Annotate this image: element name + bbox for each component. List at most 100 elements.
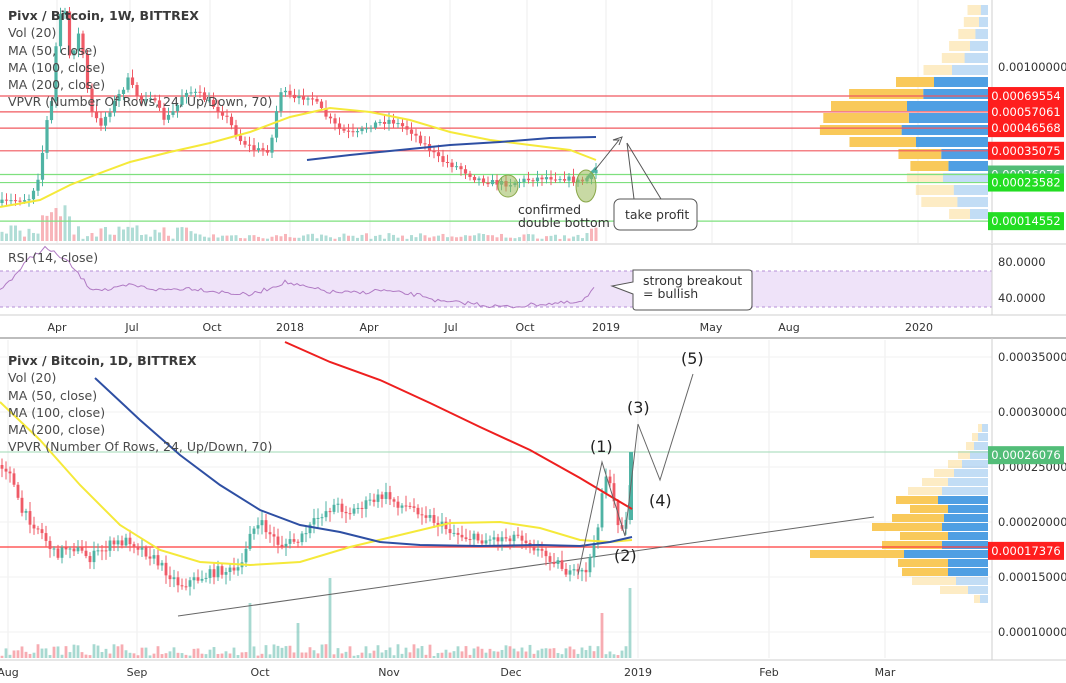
weekly-candle — [369, 127, 373, 129]
weekly-volume-bar — [90, 233, 94, 241]
weekly-candle — [54, 46, 58, 102]
daily-candle — [156, 555, 160, 566]
weekly-candle — [283, 90, 288, 93]
daily-volume-bar — [328, 578, 332, 658]
elliott-wave-path — [577, 373, 694, 576]
weekly-volume-bar — [297, 237, 301, 241]
daily-volume-bar — [200, 653, 204, 658]
daily-candle — [0, 465, 4, 469]
weekly-price-label: 0.00100000 — [998, 60, 1066, 74]
daily-volume-bar — [368, 653, 372, 658]
weekly-volume-bar — [248, 235, 251, 241]
daily-volume-bar — [392, 655, 396, 658]
daily-candle — [196, 577, 200, 581]
weekly-candle — [175, 104, 180, 112]
weekly-volume-bar — [486, 235, 490, 241]
daily-candle — [164, 562, 168, 576]
weekly-volume-bar — [495, 237, 499, 241]
weekly-candle — [58, 14, 63, 47]
weekly-vp-sell — [915, 185, 954, 195]
weekly-volume-bar — [270, 236, 274, 241]
daily-volume-bar — [436, 653, 440, 658]
weekly-candle — [121, 89, 126, 94]
daily-candle — [188, 580, 192, 587]
daily-volume-bar — [228, 653, 232, 658]
weekly-volume-bar — [459, 236, 463, 241]
weekly-price-tag-text-6: 0.00023582 — [991, 176, 1061, 190]
weekly-volume-bar — [306, 234, 310, 241]
daily-time-label-5: 2019 — [624, 666, 652, 679]
weekly-volume-bar — [59, 216, 62, 241]
weekly-candle — [337, 123, 342, 130]
weekly-volume-bar — [414, 237, 418, 241]
weekly-price-axis: 0.00100000 0.00069554 0.00057061 0.00046568… — [988, 60, 1066, 231]
daily-candle — [40, 529, 44, 534]
weekly-volume-bar — [464, 235, 467, 241]
daily-candle — [504, 537, 508, 539]
daily-candle — [76, 547, 80, 552]
daily-vp-buy — [948, 478, 988, 486]
weekly-vp-sell — [949, 209, 970, 219]
daily-candle — [468, 539, 472, 541]
daily-volume-bar — [496, 651, 500, 658]
daily-volume-bar — [324, 644, 328, 658]
daily-ma50-line — [0, 401, 633, 567]
weekly-candle — [472, 176, 477, 181]
weekly-volume-bar — [509, 237, 512, 241]
daily-candle — [384, 492, 388, 499]
daily-candle — [120, 540, 124, 546]
daily-volume-bar — [564, 648, 568, 658]
daily-volume-bar — [180, 653, 184, 658]
daily-candle — [364, 500, 368, 509]
daily-volume-bar — [584, 650, 588, 658]
weekly-candle — [531, 180, 535, 182]
daily-candle — [116, 540, 120, 545]
daily-volume-bar — [116, 646, 120, 658]
weekly-candle — [256, 148, 261, 151]
weekly-vp-buy — [975, 29, 988, 39]
weekly-volume-bar — [423, 235, 427, 241]
daily-candle — [72, 548, 76, 552]
rsi-panel: 80.0000 40.0000 strong breakout = bullis… — [0, 243, 1066, 315]
daily-candle — [500, 537, 504, 542]
weekly-candle — [198, 91, 202, 93]
weekly-volume-bar — [45, 215, 49, 241]
daily-candle — [56, 548, 60, 558]
daily-candle — [480, 540, 484, 544]
daily-candle — [132, 544, 136, 547]
weekly-candle — [436, 152, 441, 157]
rsi-line — [0, 245, 595, 309]
wave-3-label: (3) — [627, 398, 650, 417]
weekly-volume-bar — [27, 228, 31, 241]
weekly-candle — [342, 129, 346, 131]
daily-candle — [596, 527, 600, 544]
weekly-volume-bar — [131, 227, 134, 241]
weekly-candle — [414, 133, 418, 136]
daily-volume-bar — [580, 647, 584, 658]
daily-candle — [316, 517, 320, 519]
daily-candle — [128, 537, 132, 545]
weekly-volume-bar — [455, 237, 458, 241]
weekly-candle — [418, 135, 423, 144]
daily-vp-buy — [968, 586, 988, 594]
daily-volume-bar — [284, 646, 288, 658]
weekly-volume-bar — [563, 235, 566, 241]
weekly-candle — [558, 179, 562, 181]
weekly-volume-bar — [329, 237, 332, 241]
daily-candle — [448, 529, 452, 534]
weekly-candle — [540, 177, 544, 180]
weekly-candle — [351, 131, 355, 133]
daily-candle — [288, 539, 292, 544]
weekly-volume-bar — [437, 235, 440, 241]
daily-vp-buy — [942, 487, 988, 495]
daily-volume-bar — [608, 651, 612, 658]
weekly-volume-bar — [540, 238, 544, 241]
daily-price-tag-text-0: 0.00026076 — [991, 448, 1061, 462]
weekly-volume-bar — [108, 234, 112, 241]
weekly-volume-bar — [536, 238, 539, 241]
weekly-candle — [162, 107, 166, 120]
daily-volume-bar — [472, 648, 476, 658]
weekly-candle — [463, 169, 468, 174]
weekly-volume-bar — [500, 233, 503, 241]
weekly-candle — [544, 177, 549, 180]
